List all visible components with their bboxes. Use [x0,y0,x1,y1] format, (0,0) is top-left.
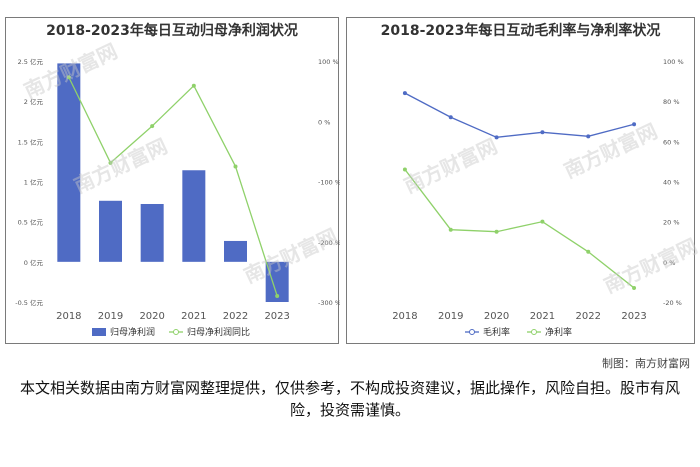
x-axis-tick-label: 2019 [438,311,463,322]
bar-2021 [182,170,206,262]
legend-label: 净利率 [545,326,572,338]
right-chart-panel: 2018-2023年每日互动毛利率与净利率状况 100 % 80 % 60 % 40 … [346,17,695,344]
yoy-point-2023 [275,293,280,298]
legend-line-marker [531,329,537,335]
x-axis-tick-label: 2018 [56,311,81,322]
x-axis-tick-label: 2021 [181,311,206,322]
left-chart-svg: 2.5 亿元 2 亿元 1.5 亿元 1 亿元 0.5 亿元 0 亿元 -0.5 亿元 100… [15,57,340,338]
x-axis-tick-label: 2020 [484,311,509,322]
right-axis-tick-label: 100 % [318,58,339,66]
left-axis-tick-label: -0.5 亿元 [15,298,43,307]
disclaimer-text: 本文相关数据由南方财富网整理提供，仅供参考，不构成投资建议，据此操作，风险自担。… [20,379,681,419]
legend-line-marker [173,329,179,335]
right-axis-tick-label: -100 % [318,179,340,187]
series-point-0-2019 [448,115,453,120]
yoy-line [68,76,278,297]
series-point-1-2019 [448,227,453,232]
right-axis-tick-label: 20 % [663,219,680,227]
yoy-point-2022 [233,164,238,169]
right-axis-tick-label: 60 % [663,138,680,146]
x-axis-tick-label: 2020 [139,311,164,322]
right-chart-title: 2018-2023年每日互动毛利率与净利率状况 [380,23,661,39]
x-axis-tick-label: 2021 [530,311,555,322]
yoy-point-2019 [108,160,113,165]
series-point-0-2022 [586,134,591,139]
series-point-1-2022 [586,249,591,254]
series-point-0-2021 [540,130,545,135]
legend-label: 归母净利润同比 [187,326,250,338]
left-axis-tick-label: 2.5 亿元 [18,57,44,66]
legend-label: 毛利率 [483,326,510,338]
series-point-1-2021 [540,219,545,224]
yoy-point-2018 [66,75,71,80]
legend-bar-swatch [92,328,106,336]
x-axis-tick-label: 2022 [576,311,601,322]
series-point-0-2020 [494,135,499,140]
x-axis-tick-label: 2023 [264,311,289,322]
right-axis-tick-label: -20 % [663,299,682,307]
bar-2019 [99,200,122,262]
bar-2018 [57,63,81,262]
series-point-0-2023 [632,122,637,127]
left-axis-tick-label: 2 亿元 [24,97,44,106]
right-axis-tick-label: -300 % [318,299,340,307]
bar-2023 [265,261,289,302]
left-axis-tick-label: 0.5 亿元 [18,218,44,227]
legend-label: 归母净利润 [110,326,155,338]
yoy-point-2020 [150,124,155,129]
left-axis-tick-label: 0 亿元 [24,258,44,267]
right-axis-tick-label: 80 % [663,98,680,106]
right-axis-tick-label: 0 % [663,259,675,267]
right-chart-svg: 100 % 80 % 60 % 40 % 20 % 0 % -20 % 2018 2019 202… [392,58,684,338]
x-axis-tick-label: 2023 [621,311,646,322]
series-point-1-2020 [494,229,499,234]
left-chart-panel: 2018-2023年每日互动归母净利润状况 2.5 亿元 2 亿元 1.5 亿元 1 … [5,17,340,344]
series-line-1 [404,169,635,289]
chart-credit: 制图：南方财富网 [602,357,690,370]
right-axis-tick-label: 0 % [318,118,330,126]
left-chart-title: 2018-2023年每日互动归母净利润状况 [46,23,298,39]
left-axis-tick-label: 1 亿元 [24,178,44,187]
series-point-0-2018 [402,91,407,96]
right-axis-tick-label: -200 % [318,239,340,247]
series-line-0 [404,92,635,138]
right-axis-tick-label: 100 % [663,58,684,66]
right-axis-tick-label: 40 % [663,179,680,187]
x-axis-tick-label: 2022 [223,311,248,322]
series-point-1-2023 [632,285,637,290]
yoy-point-2021 [191,83,196,88]
series-point-1-2018 [402,167,407,172]
bar-2020 [140,203,164,262]
x-axis-tick-label: 2018 [392,311,417,322]
legend-line-marker [469,329,475,335]
x-axis-tick-label: 2019 [98,311,123,322]
left-axis-tick-label: 1.5 亿元 [18,137,44,146]
bar-2022 [224,240,247,262]
